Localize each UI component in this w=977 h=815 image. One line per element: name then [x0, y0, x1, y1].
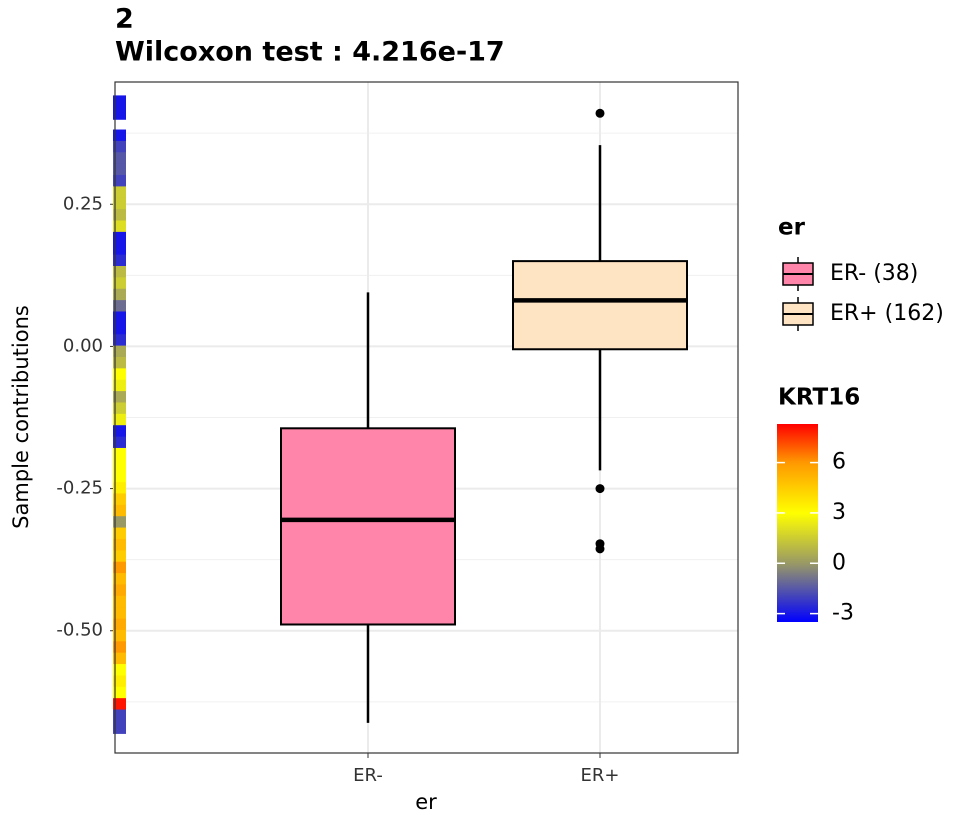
rug-mark: [113, 516, 126, 530]
rug-mark: [113, 197, 126, 211]
rug-mark: [113, 368, 126, 382]
colorbar-title: KRT16: [778, 385, 860, 411]
rug-mark: [113, 254, 126, 268]
box: [512, 260, 688, 351]
rug-mark: [113, 300, 126, 314]
rug-mark: [113, 652, 126, 666]
x-axis-title: er: [415, 790, 437, 814]
rug-mark: [113, 607, 126, 621]
panel-border: [114, 81, 739, 754]
x-tick-label: ER+: [581, 765, 620, 786]
rug-mark: [113, 186, 126, 200]
rug-mark: [113, 504, 126, 518]
colorbar-tick-label: 6: [832, 450, 846, 475]
x-tick-label: ER-: [353, 765, 383, 786]
rug-mark: [113, 277, 126, 291]
rug-mark: [113, 527, 126, 541]
rug-mark: [113, 538, 126, 552]
rug-mark: [113, 152, 126, 166]
legend-title: er: [778, 215, 806, 241]
rug-mark: [113, 322, 126, 336]
chart-subtitle: Wilcoxon test : 4.216e-17: [115, 37, 505, 68]
rug-mark: [113, 402, 126, 416]
rug-mark: [113, 573, 126, 587]
rug-mark: [113, 334, 126, 348]
rug-mark: [113, 664, 126, 678]
legend-item: ER+ (162): [782, 297, 944, 331]
rug-mark: [113, 163, 126, 177]
legend-label: ER+ (162): [830, 301, 944, 326]
rug-mark: [113, 231, 126, 245]
rug-mark: [113, 584, 126, 598]
rug-mark: [113, 561, 126, 575]
rug-mark: [113, 106, 126, 120]
y-tick-label: -0.50: [56, 620, 103, 641]
rug-mark: [113, 709, 126, 723]
rug-mark: [113, 425, 126, 439]
rug-mark: [113, 470, 126, 484]
rug-mark: [113, 345, 126, 359]
rug-mark: [113, 95, 126, 109]
rug-mark: [113, 447, 126, 461]
rug-mark: [113, 413, 126, 427]
colorbar-tick-label: 3: [832, 500, 846, 525]
rug-mark: [113, 175, 126, 189]
rug-mark: [113, 220, 126, 234]
rug-mark: [113, 686, 126, 700]
colorbar: [777, 424, 818, 622]
y-tick-label: 0.25: [63, 193, 103, 214]
rug-mark: [113, 595, 126, 609]
rug-mark: [113, 459, 126, 473]
rug-mark: [113, 356, 126, 370]
rug-mark: [113, 629, 126, 643]
rug-mark: [113, 436, 126, 450]
rug-mark: [113, 311, 126, 325]
outlier: [595, 108, 605, 118]
box: [280, 427, 456, 626]
rug-mark: [113, 209, 126, 223]
rug-mark: [113, 265, 126, 279]
rug-mark: [113, 550, 126, 564]
y-tick-label: -0.25: [56, 478, 103, 499]
rug-mark: [113, 641, 126, 655]
rug-mark: [113, 720, 126, 734]
legend-item: ER- (38): [782, 257, 918, 291]
legend-label: ER- (38): [830, 261, 918, 286]
rug-mark: [113, 493, 126, 507]
rug-mark: [113, 618, 126, 632]
rug-mark: [113, 243, 126, 257]
rug-mark: [113, 482, 126, 496]
colorbar-tick-label: -3: [832, 601, 854, 626]
rug-mark: [113, 140, 126, 154]
rug-mark: [113, 129, 126, 143]
rug-mark: [113, 698, 126, 712]
chart-title: 2: [115, 4, 134, 35]
rug-mark: [113, 675, 126, 689]
y-tick-label: 0.00: [63, 335, 103, 356]
rug-mark: [113, 391, 126, 405]
rug-mark: [113, 379, 126, 393]
outlier: [595, 484, 605, 494]
colorbar-tick-label: 0: [832, 550, 846, 575]
y-axis-title: Sample contributions: [9, 305, 33, 529]
rug-mark: [113, 288, 126, 302]
outlier: [595, 544, 605, 554]
